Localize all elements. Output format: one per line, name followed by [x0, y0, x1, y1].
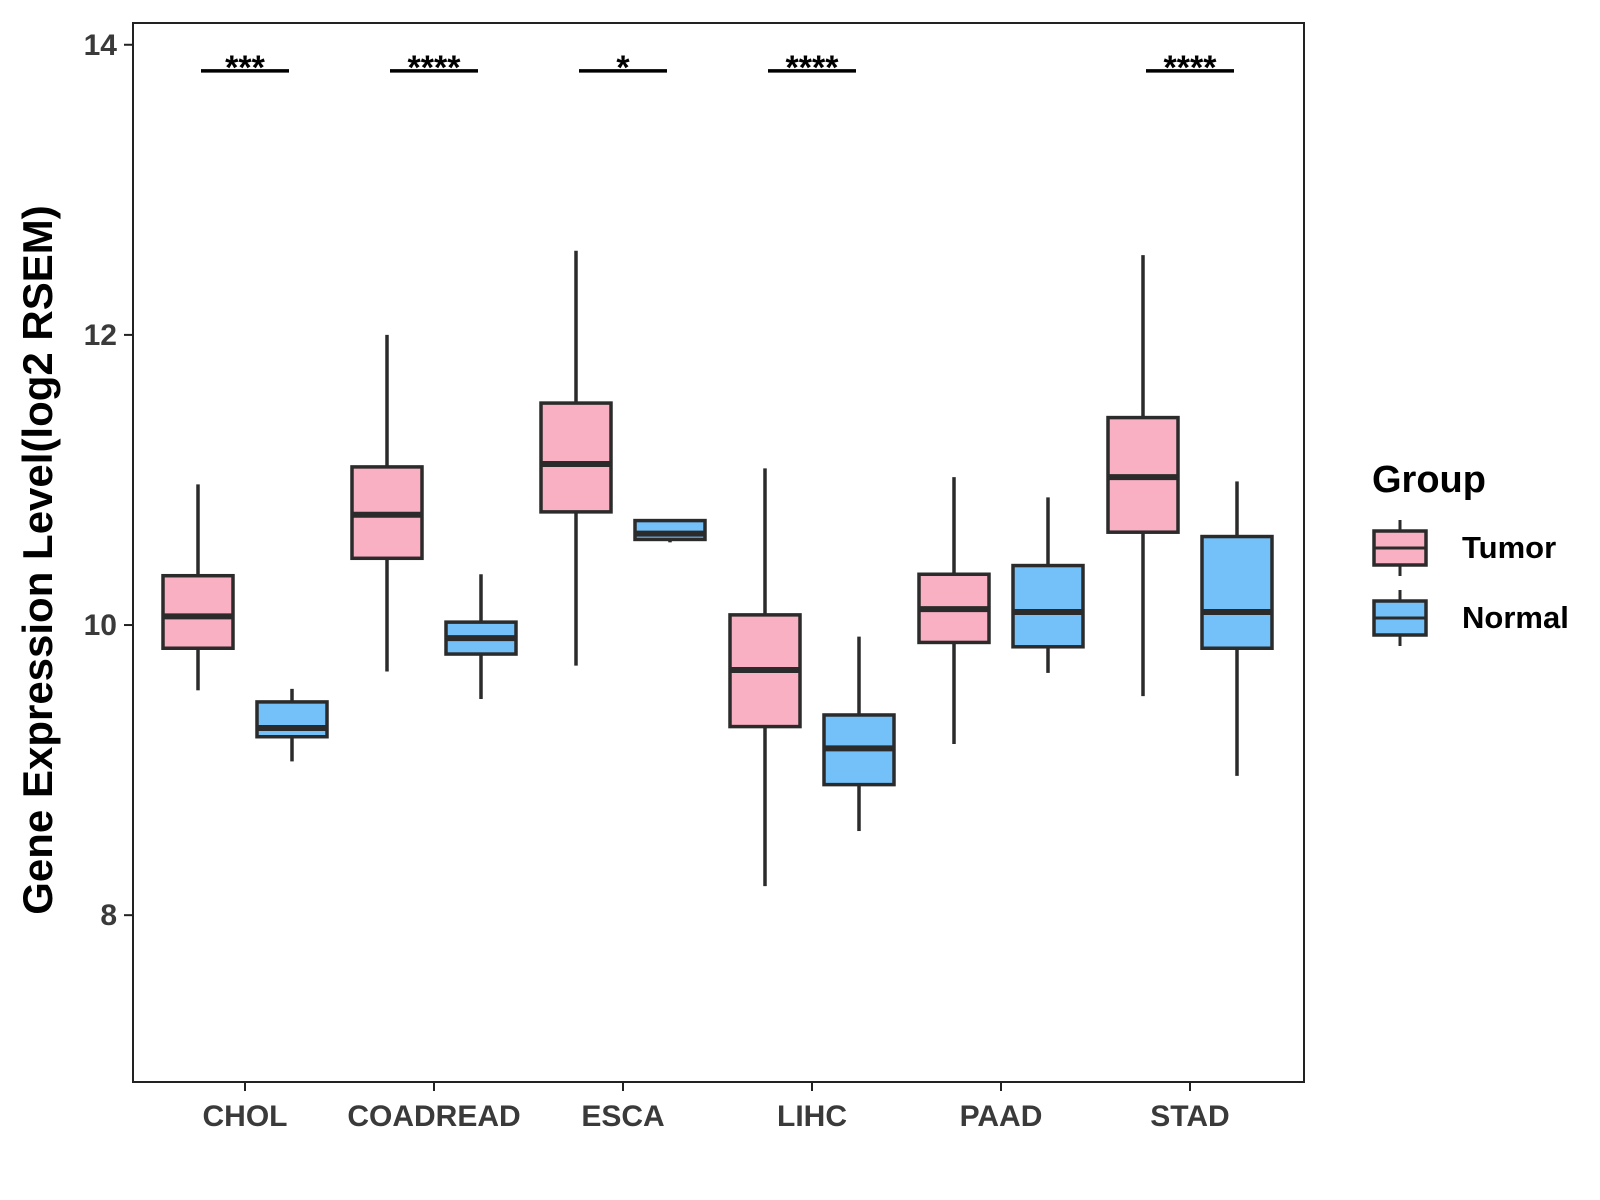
- y-tick-label: 10: [84, 609, 117, 642]
- box-normal-stad: [1200, 481, 1274, 776]
- significance-label: ***: [225, 49, 265, 87]
- box-body: [1200, 534, 1274, 650]
- box-normal-paad: [1011, 497, 1085, 673]
- box-series: [161, 250, 1274, 887]
- significance-annotations: *** **** * **** ****: [201, 49, 1234, 87]
- box-body: [539, 401, 613, 514]
- legend-label-normal: Normal: [1462, 600, 1569, 635]
- box-tumor-lihc: [728, 468, 802, 887]
- axes: 8 10 12 14 CHOL COADREAD ESCA LIHC PAAD STAD: [84, 29, 1230, 1133]
- significance-label: ****: [786, 49, 840, 87]
- x-tick-label-chol: CHOL: [203, 1100, 288, 1133]
- box-normal-coadread: [444, 574, 518, 700]
- x-tick-label-lihc: LIHC: [777, 1100, 847, 1133]
- box-normal-chol: [255, 688, 329, 762]
- x-tick-label-stad: STAD: [1150, 1100, 1229, 1133]
- y-axis-title: Gene Expression Level(log2 RSEM): [14, 205, 61, 915]
- legend: Group Tumor Normal: [1372, 459, 1569, 646]
- plot-panel-border: [132, 22, 1305, 1083]
- y-tick-label: 14: [84, 29, 118, 62]
- box-normal-lihc: [822, 636, 896, 832]
- x-tick-label-esca: ESCA: [581, 1100, 664, 1133]
- box-tumor-coadread: [350, 334, 424, 672]
- x-tick-label-coadread: COADREAD: [347, 1100, 520, 1133]
- legend-label-tumor: Tumor: [1462, 530, 1556, 565]
- box-tumor-esca: [539, 250, 613, 666]
- legend-key-normal: [1372, 590, 1428, 646]
- box-tumor-stad: [1106, 255, 1180, 697]
- significance-label: ****: [408, 49, 462, 87]
- box-body: [161, 573, 235, 650]
- legend-key-tumor: [1372, 520, 1428, 576]
- box-tumor-chol: [161, 484, 235, 691]
- plot-panel: [132, 22, 1305, 1083]
- box-tumor-paad: [917, 477, 991, 744]
- box-body: [255, 700, 329, 739]
- significance-label: *: [616, 49, 630, 87]
- significance-label: ****: [1164, 49, 1218, 87]
- x-tick-label-paad: PAAD: [960, 1100, 1043, 1133]
- legend-title: Group: [1372, 459, 1486, 501]
- box-body: [1011, 563, 1085, 649]
- box-normal-esca: [633, 518, 707, 543]
- y-tick-label: 8: [100, 899, 117, 932]
- y-tick-label: 12: [84, 319, 117, 352]
